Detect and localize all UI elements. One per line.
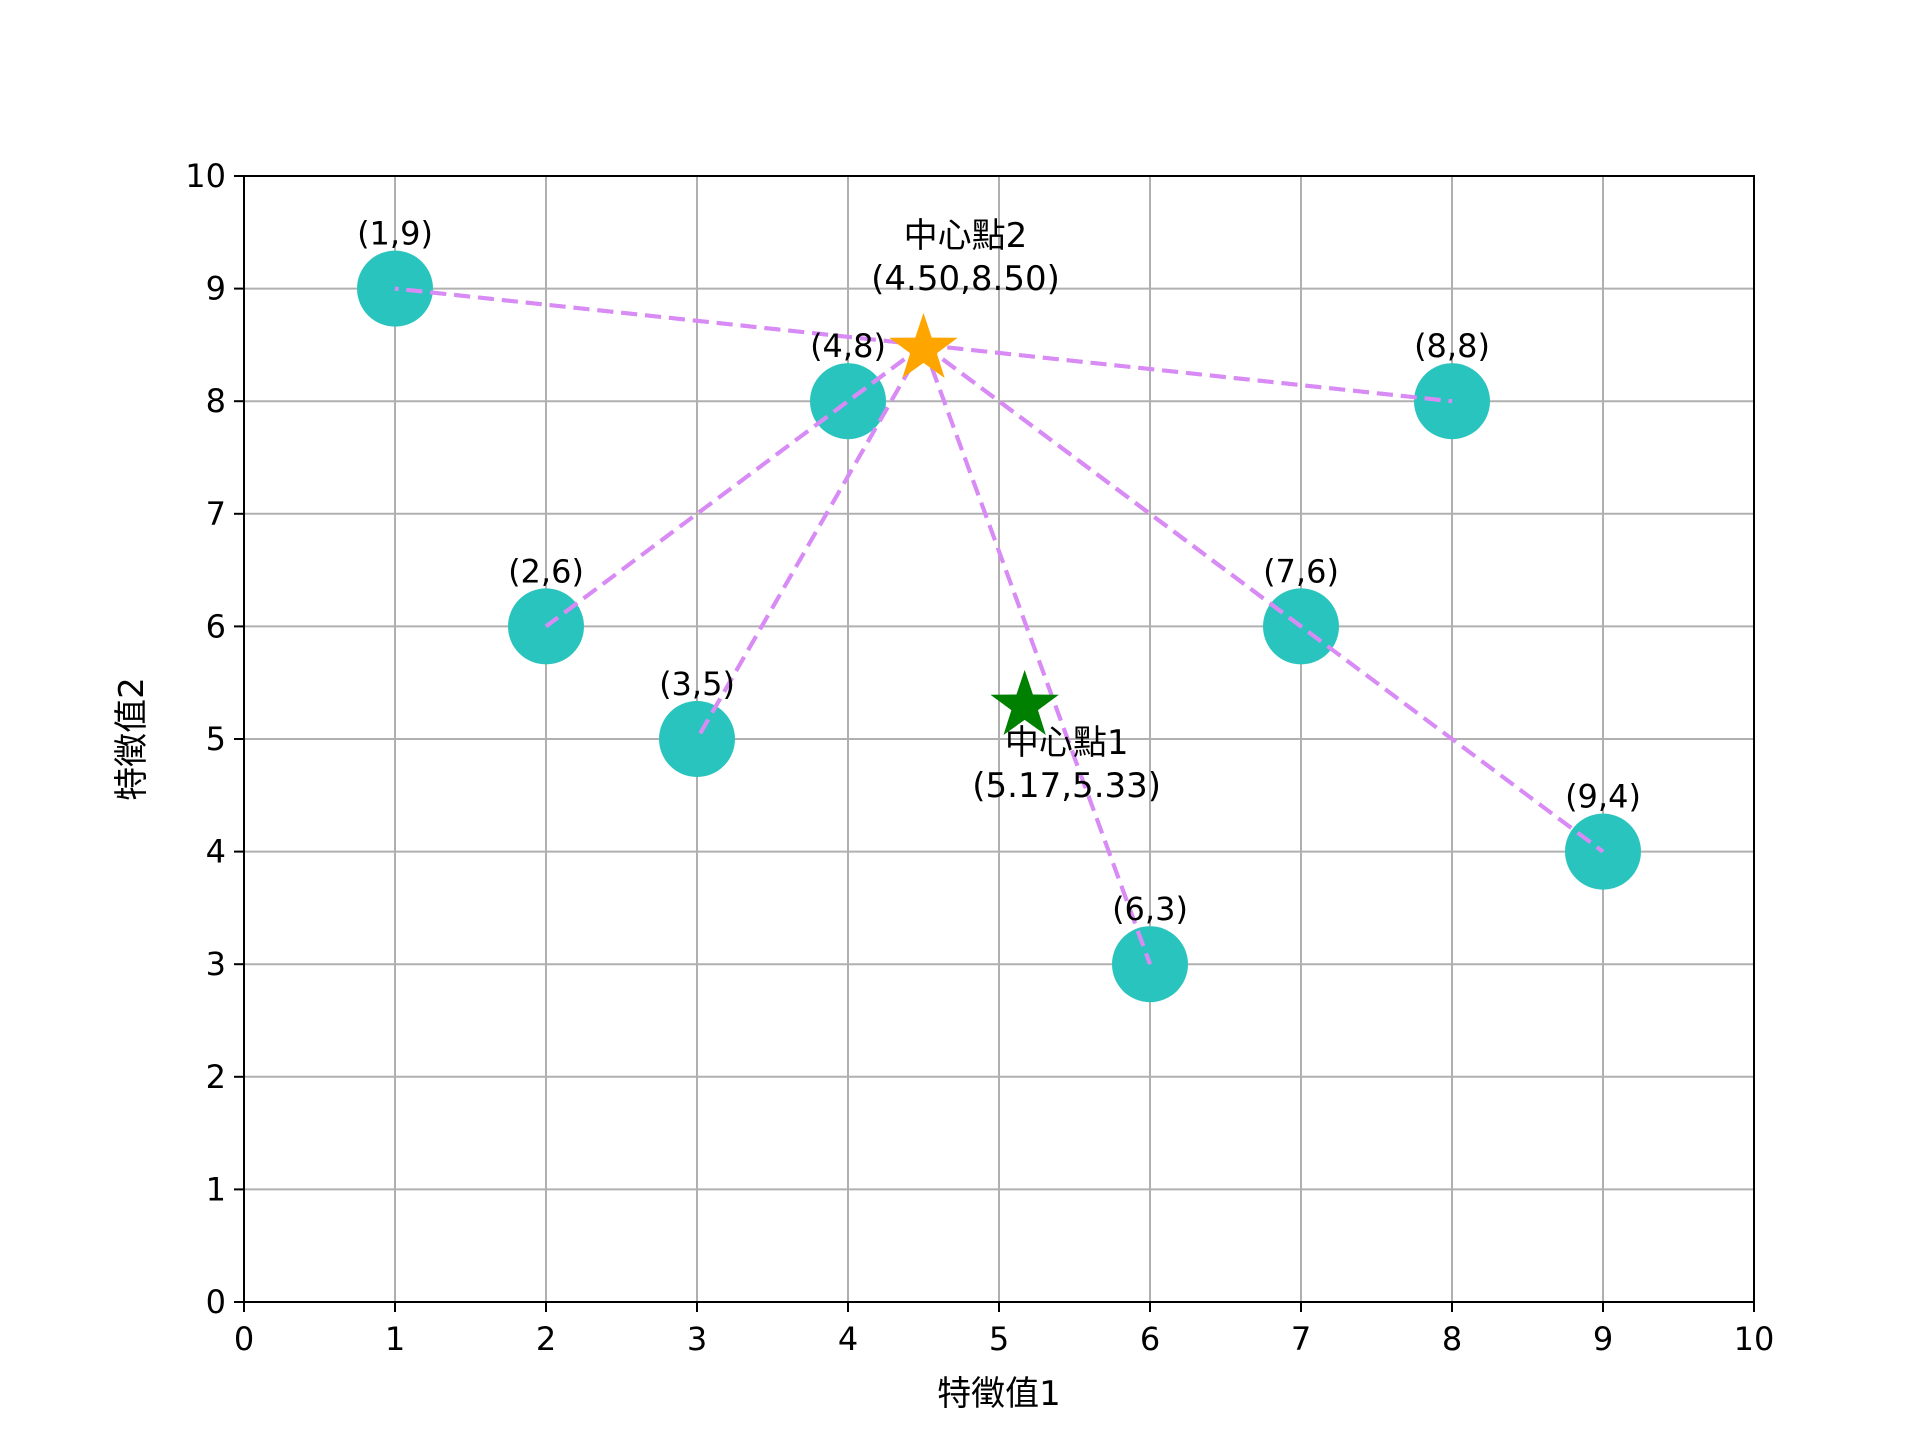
data-point [810, 363, 886, 440]
center-name-label: 中心點2 [904, 216, 1028, 256]
center-star-marker [889, 312, 958, 379]
connection-line-overlay [695, 343, 926, 740]
point-label: (1,9) [357, 215, 433, 253]
x-tick-label: 7 [1291, 1320, 1311, 1358]
point-label: (8,8) [1414, 327, 1490, 365]
connection-line-overlay [921, 344, 1152, 965]
point-label: (9,4) [1565, 778, 1641, 816]
y-tick-label: 8 [206, 382, 226, 420]
centers-layer [889, 312, 1059, 735]
point-label: (2,6) [508, 552, 584, 590]
data-point [1565, 813, 1641, 890]
x-tick-label: 5 [989, 1320, 1009, 1358]
x-tick-label: 1 [385, 1320, 405, 1358]
point-label: (7,6) [1263, 552, 1339, 590]
point-label: (4,8) [810, 327, 886, 365]
x-axis-label: 特徵值1 [937, 1374, 1061, 1414]
y-tick-label: 10 [185, 157, 226, 195]
center-coord-label: (5.17,5.33) [972, 766, 1161, 806]
y-tick-label: 5 [206, 720, 226, 758]
data-point [659, 701, 735, 777]
connection-line-overlay [922, 343, 1605, 854]
connection-lines-layer [394, 286, 1605, 965]
y-tick-label: 9 [206, 270, 226, 308]
x-tick-label: 6 [1140, 1320, 1160, 1358]
y-tick-label: 6 [206, 607, 226, 645]
point-label: (3,5) [659, 665, 735, 703]
x-tick-label: 2 [536, 1320, 556, 1358]
y-axis-label: 特徵值2 [112, 677, 152, 801]
y-tick-label: 3 [206, 945, 226, 983]
axes-layer: 0 1 2 3 4 5 6 7 8 9 10 0 1 2 3 4 5 6 7 8 9 10 [185, 157, 1774, 1358]
y-tick-label: 1 [206, 1170, 226, 1208]
connection-line-overlay [923, 342, 1453, 404]
x-tick-label: 8 [1442, 1320, 1462, 1358]
center-coord-label: (4.50,8.50) [871, 259, 1060, 299]
x-tick-label: 0 [234, 1320, 254, 1358]
y-tick-label: 2 [206, 1058, 226, 1096]
connection-line-overlay [394, 286, 924, 347]
x-tick-label: 3 [687, 1320, 707, 1358]
center-name-label: 中心點1 [1005, 723, 1129, 763]
y-tick-label: 4 [206, 833, 226, 871]
center-star-marker [990, 669, 1059, 735]
y-tick-label: 7 [206, 495, 226, 533]
labels-layer: (1,9) (2,6) (3,5) (4,8) (6,3) (7,6) (8,8) (9,4)… [357, 215, 1641, 929]
point-label: (6,3) [1112, 890, 1188, 928]
x-tick-label: 9 [1593, 1320, 1613, 1358]
grid-layer [244, 176, 1754, 1302]
x-tick-label: 10 [1734, 1320, 1775, 1358]
y-tick-label: 0 [206, 1283, 226, 1321]
x-tick-label: 4 [838, 1320, 858, 1358]
